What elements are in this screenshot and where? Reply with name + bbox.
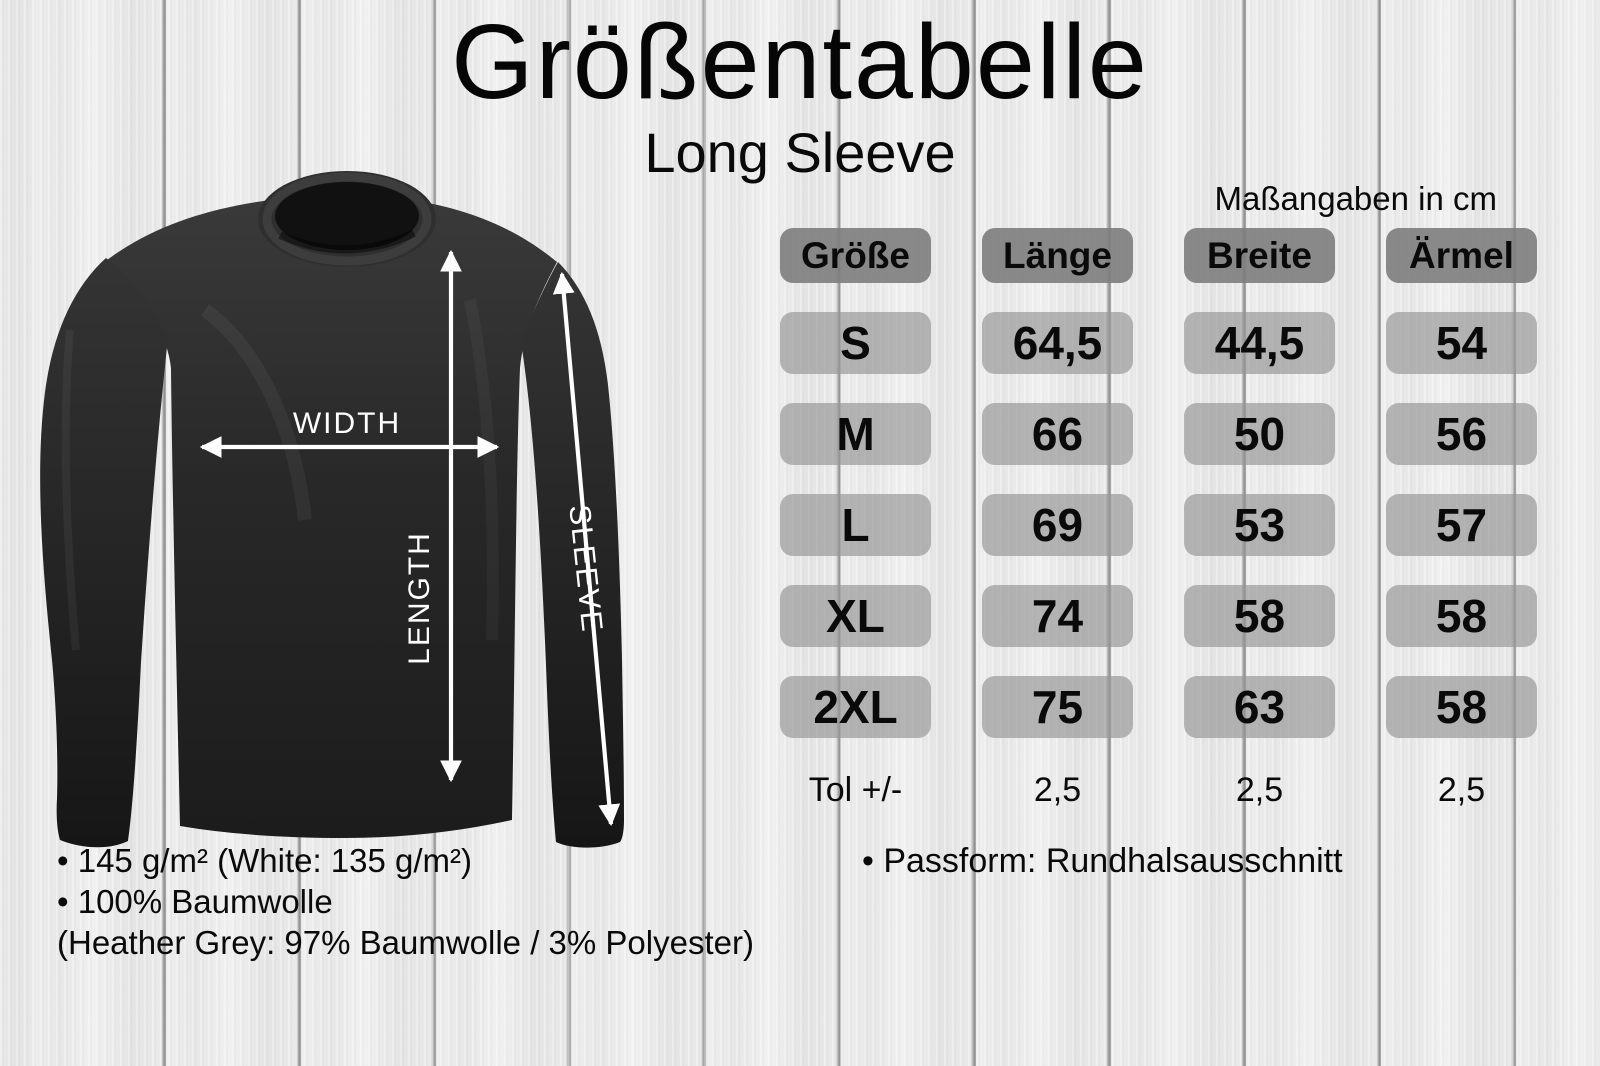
wrinkle-highlight (61, 329, 80, 651)
size-chart-table: Größe Länge Breite Ärmel S 64,5 44,5 54 … (780, 228, 1537, 813)
table-cell-value: 44,5 (1184, 312, 1335, 374)
table-cell-size: S (780, 312, 931, 374)
material-note-line: (Heather Grey: 97% Baumwolle / 3% Polyes… (57, 924, 754, 961)
table-header-laenge: Länge (982, 228, 1133, 283)
sleeve-arrow (552, 271, 621, 827)
fit-note: • Passform: Rundhalsausschnitt (862, 842, 1343, 880)
tolerance-value: 2,5 (1033, 770, 1082, 809)
material-notes: • 145 g/m² (White: 135 g/m²) • 100% Baum… (57, 840, 754, 963)
wrinkle-highlight (200, 304, 312, 521)
tolerance-label: Tol +/- (808, 770, 903, 809)
length-arrow-label: LENGTH (403, 531, 436, 665)
page-subtitle: Long Sleeve (644, 121, 956, 184)
table-cell-value: 66 (982, 403, 1133, 465)
tolerance-value: 2,5 (1437, 770, 1486, 809)
shirt-left-sleeve (40, 258, 168, 848)
material-note-line: • 100% Baumwolle (57, 883, 333, 920)
table-cell-value: 64,5 (982, 312, 1133, 374)
table-cell-size: L (780, 494, 931, 556)
tolerance-value: 2,5 (1235, 770, 1284, 809)
table-cell-value: 58 (1386, 585, 1537, 647)
table-cell-value: 63 (1184, 676, 1335, 738)
table-cell-value: 56 (1386, 403, 1537, 465)
wrinkle-highlight (464, 298, 499, 641)
table-cell-value: 58 (1184, 585, 1335, 647)
width-arrow-label: WIDTH (293, 407, 401, 440)
table-cell-value: 58 (1386, 676, 1537, 738)
table-cell-size: M (780, 403, 931, 465)
table-cell-value: 57 (1386, 494, 1537, 556)
table-cell-value: 53 (1184, 494, 1335, 556)
shirt-diagram: WIDTH LENGTH SLEEVE (40, 171, 624, 848)
table-cell-value: 69 (982, 494, 1133, 556)
page-title: Größentabelle (451, 3, 1149, 121)
table-cell-value: 54 (1386, 312, 1537, 374)
table-header-groesse: Größe (780, 228, 931, 283)
shirt-collar (258, 171, 436, 267)
table-cell-value: 75 (982, 676, 1133, 738)
table-cell-value: 74 (982, 585, 1133, 647)
material-note-line: • 145 g/m² (White: 135 g/m²) (57, 842, 473, 879)
table-cell-size: 2XL (780, 676, 931, 738)
units-note: Maßangaben in cm (1214, 180, 1497, 217)
table-header-aermel: Ärmel (1386, 228, 1537, 283)
table-header-breite: Breite (1184, 228, 1335, 283)
table-cell-value: 50 (1184, 403, 1335, 465)
table-cell-size: XL (780, 585, 931, 647)
